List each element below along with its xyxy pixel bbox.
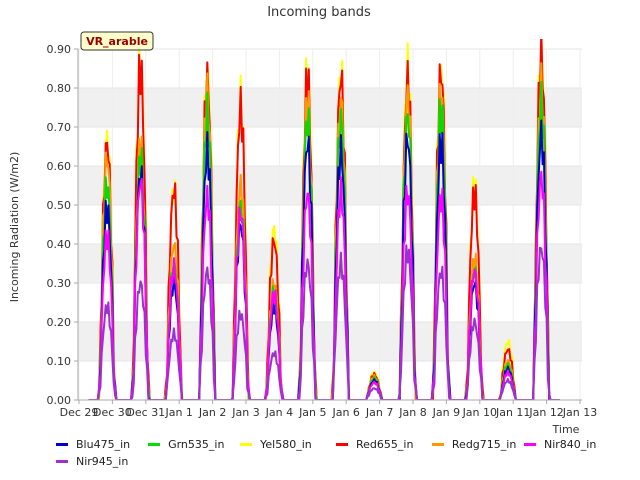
x-tick-label: Jan 2 — [198, 406, 226, 419]
grid-band — [78, 88, 582, 127]
legend-item-grn535: Grn535_in — [148, 438, 236, 451]
grid-band — [78, 244, 582, 283]
legend-label-blu475: Blu475_in — [76, 438, 131, 451]
y-tick-label: 0.70 — [47, 121, 72, 134]
legend-swatch-yel580 — [240, 443, 253, 446]
x-tick-label: Dec 29 — [60, 406, 99, 419]
y-tick-label: 0.20 — [47, 316, 72, 329]
x-tick-label: Jan 1 — [164, 406, 192, 419]
x-tick-label: Jan 8 — [398, 406, 426, 419]
annotation-label: VR_arable — [86, 35, 148, 48]
legend-row-1: Blu475_in Grn535_in Yel580_in Red655_in … — [56, 436, 616, 453]
x-tick-label: Jan 6 — [331, 406, 359, 419]
legend-label-grn535: Grn535_in — [168, 438, 225, 451]
legend-label-yel580: Yel580_in — [260, 438, 312, 451]
series-line-nir840_in — [88, 170, 560, 400]
legend-item-blu475: Blu475_in — [56, 438, 144, 451]
x-tick-label: Dec 30 — [93, 406, 132, 419]
legend-row-2: Nir945_in — [56, 453, 616, 470]
x-axis-label: Time — [552, 423, 580, 436]
y-tick-label: 0.40 — [47, 238, 72, 251]
grid-band — [78, 322, 582, 361]
x-tick-label: Jan 4 — [265, 406, 293, 419]
legend-label-nir840: Nir840_in — [543, 438, 597, 451]
x-tick-label: Dec 31 — [126, 406, 165, 419]
y-tick-label: 0.90 — [47, 43, 72, 56]
legend-swatch-redg715 — [431, 443, 444, 446]
y-tick-label: 0.80 — [47, 82, 72, 95]
x-tick-label: Jan 11 — [495, 406, 530, 419]
annotation-box — [80, 31, 154, 51]
series-line-red655_in — [88, 39, 560, 400]
legend-label-redg715: Redg715_in — [451, 438, 517, 451]
legend-item-nir840: Nir840_in — [523, 438, 612, 451]
legend-swatch-blu475 — [56, 443, 68, 446]
series-line-nir945_in — [88, 244, 560, 400]
x-tick-label: Jan 9 — [432, 406, 460, 419]
x-tick-label: Jan 13 — [562, 406, 597, 419]
legend-label-red655: Red655_in — [356, 438, 414, 451]
legend-swatch-nir945 — [56, 460, 68, 463]
legend-swatch-grn535 — [148, 443, 161, 446]
y-tick-label: 0.30 — [47, 277, 72, 290]
legend-item-yel580: Yel580_in — [240, 438, 332, 451]
legend-item-nir945: Nir945_in — [56, 455, 148, 468]
x-tick-label: Jan 12 — [528, 406, 563, 419]
legend-swatch-nir840 — [523, 443, 536, 446]
y-tick-label: 0.60 — [47, 160, 72, 173]
x-tick-label: Jan 3 — [231, 406, 259, 419]
x-tick-label: Jan 7 — [365, 406, 393, 419]
y-tick-label: 0.00 — [47, 394, 72, 407]
legend-item-red655: Red655_in — [336, 438, 428, 451]
y-tick-label: 0.50 — [47, 199, 72, 212]
y-axis-label: Incoming Radiation (W/m2) — [8, 152, 21, 303]
legend-swatch-red655 — [336, 443, 349, 446]
grid-band — [78, 166, 582, 205]
legend-item-redg715: Redg715_in — [431, 438, 520, 451]
x-tick-label: Jan 10 — [462, 406, 497, 419]
chart-title: Incoming bands — [267, 5, 371, 20]
y-tick-label: 0.10 — [47, 355, 72, 368]
chart-legend: Blu475_in Grn535_in Yel580_in Red655_in … — [56, 436, 616, 470]
x-tick-label: Jan 5 — [298, 406, 326, 419]
legend-label-nir945: Nir945_in — [76, 455, 129, 468]
